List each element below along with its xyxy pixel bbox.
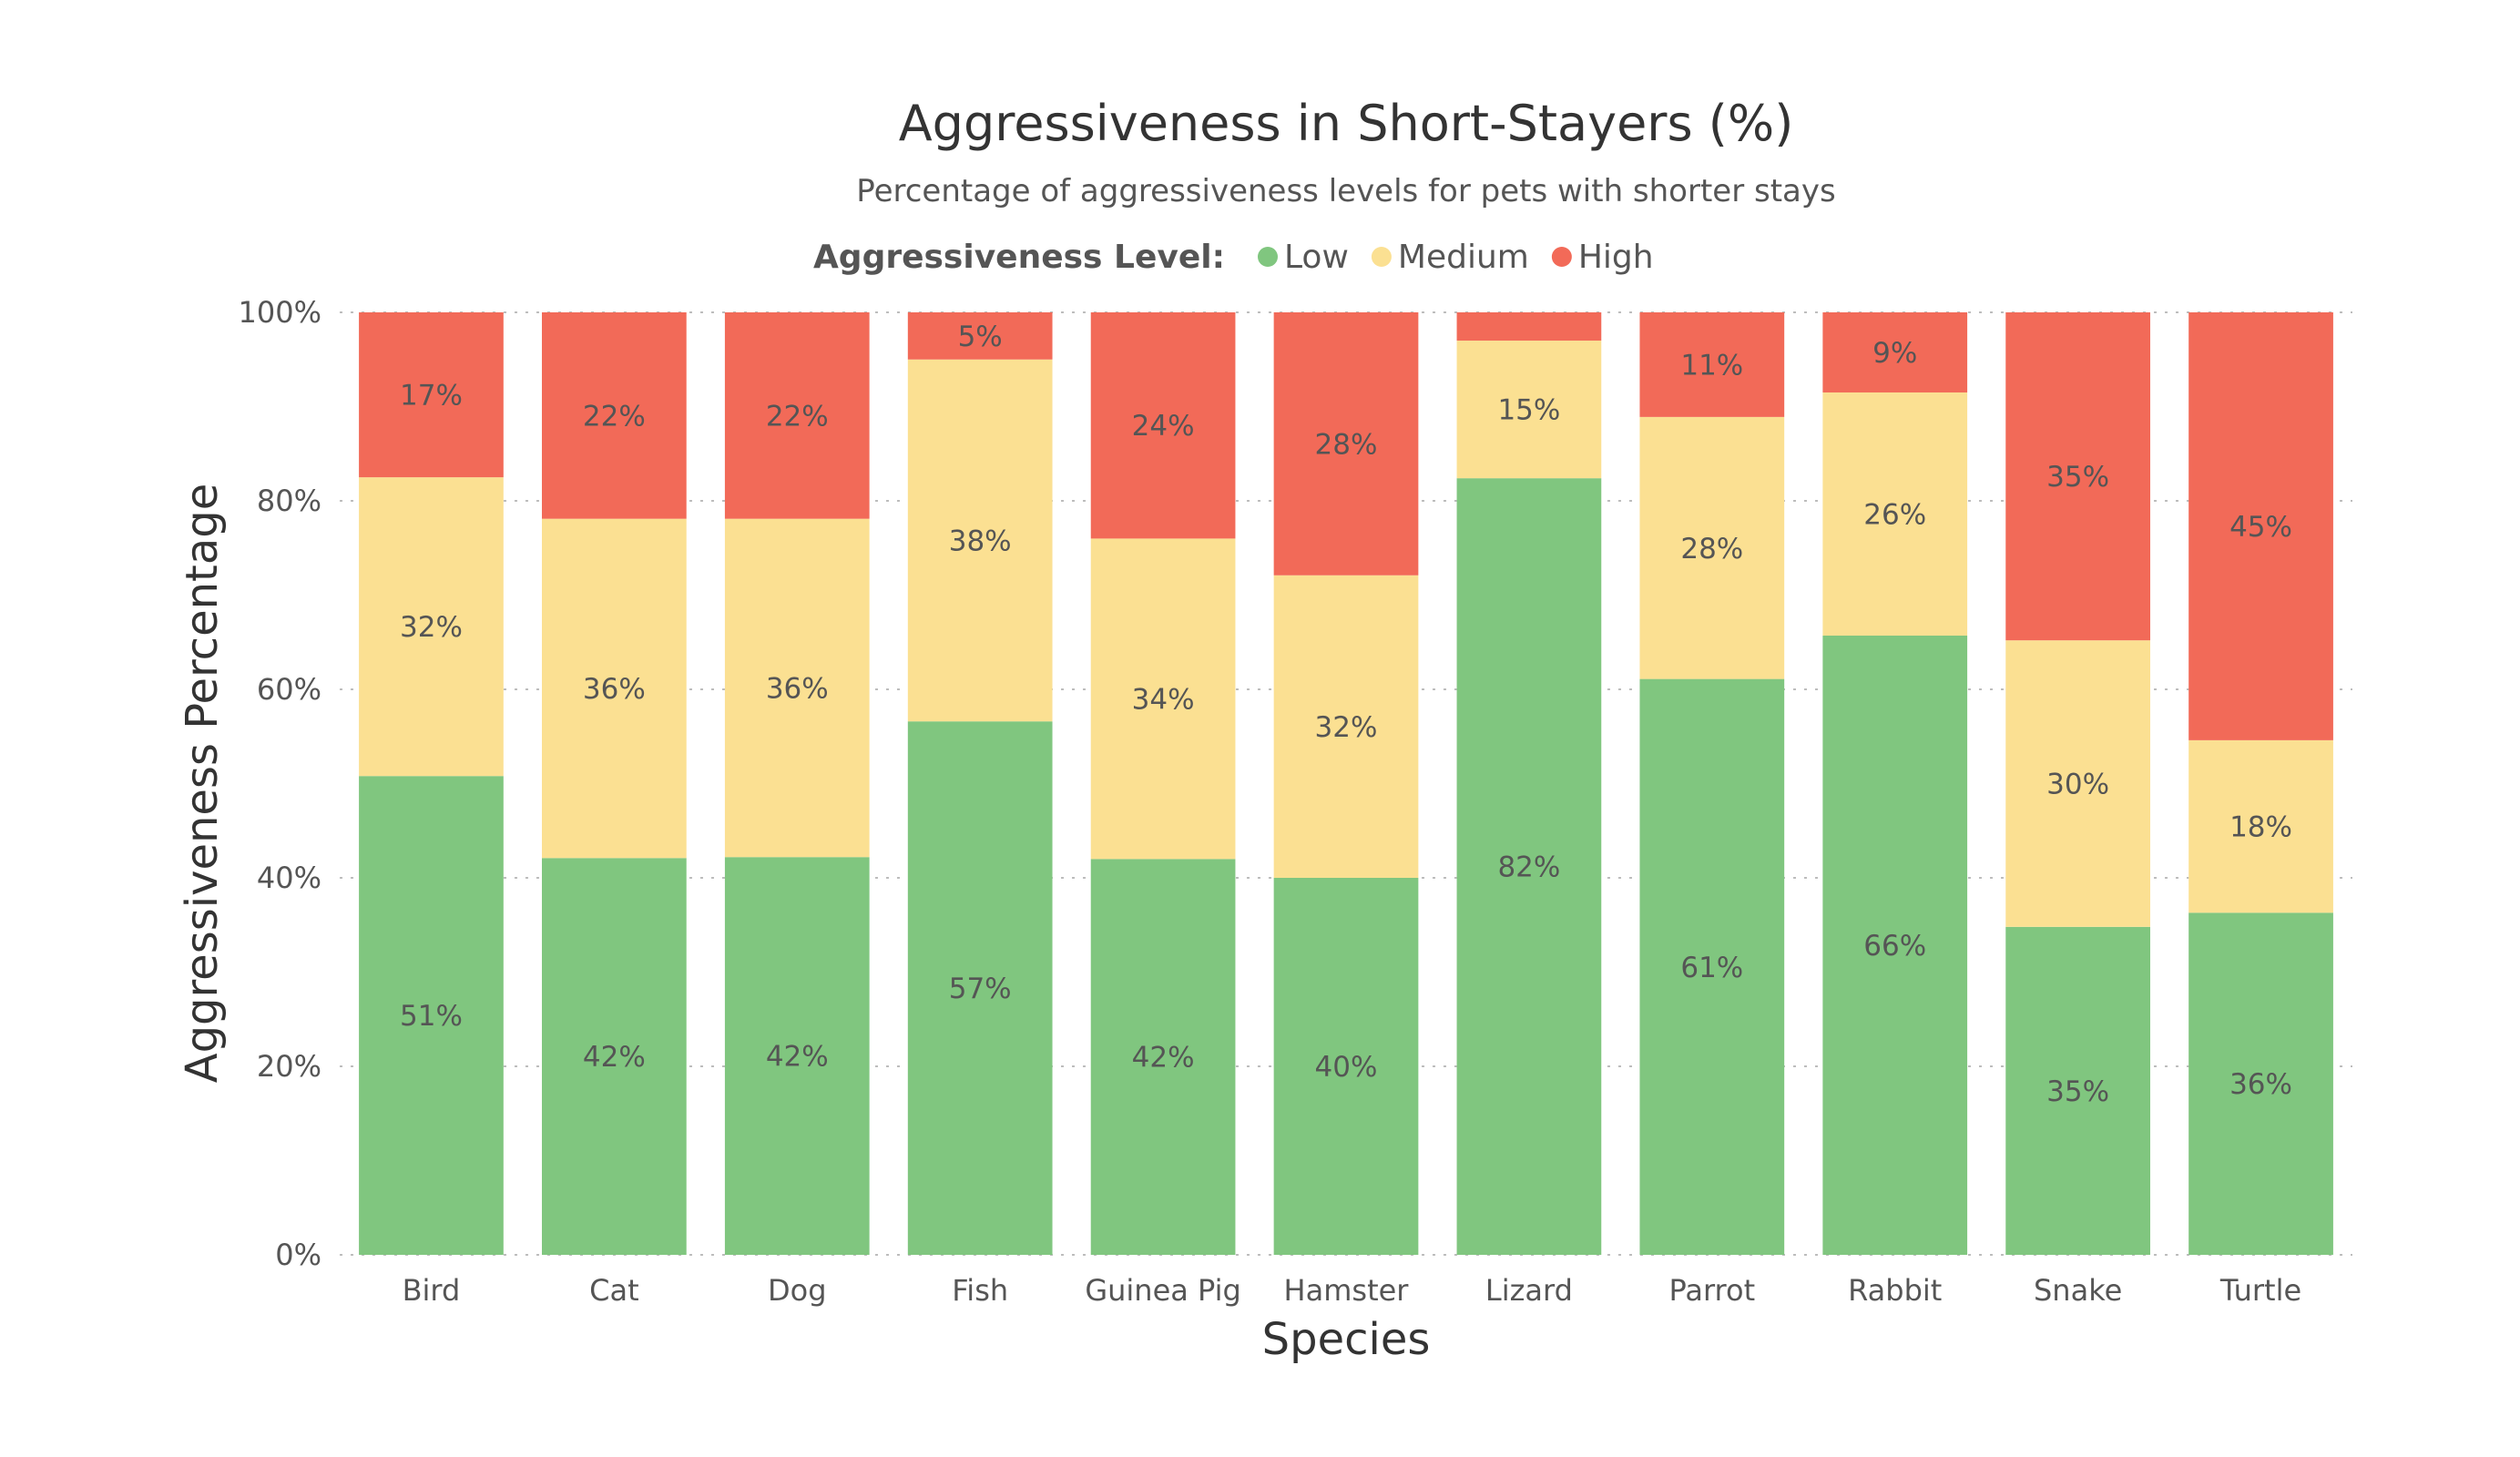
data-label: 51%	[400, 1000, 463, 1033]
bar-segment-medium	[724, 518, 870, 858]
bar-segment-medium	[359, 477, 504, 777]
data-label: 57%	[949, 973, 1012, 1005]
legend-marker-low	[1258, 247, 1278, 267]
data-label: 34%	[1132, 683, 1195, 716]
data-label: 42%	[1132, 1042, 1195, 1075]
data-label: 30%	[2046, 769, 2109, 801]
bar-segment-high	[907, 312, 1053, 360]
data-label: 22%	[766, 400, 829, 433]
y-tick-label: 20%	[257, 1049, 321, 1084]
bar-segment-low	[724, 857, 870, 1255]
bar-segment-high	[1456, 312, 1602, 341]
bar-segment-high	[1639, 312, 1785, 417]
data-label: 82%	[1497, 851, 1560, 884]
bar-segment-high	[724, 312, 870, 519]
bar-segment-low	[2005, 926, 2150, 1255]
legend-title: Aggressiveness Level:	[813, 239, 1225, 276]
data-label: 32%	[1315, 711, 1378, 744]
data-label: 18%	[2229, 811, 2292, 844]
legend-marker-high	[1551, 247, 1572, 267]
bar-segment-medium	[1822, 392, 1968, 637]
data-label: 40%	[1315, 1051, 1378, 1084]
bar-segment-low	[542, 858, 687, 1255]
bar-segment-low	[1639, 678, 1785, 1255]
data-label: 61%	[1680, 952, 1743, 984]
bar-segment-low	[1822, 636, 1968, 1255]
bar-segment-high	[359, 312, 504, 478]
legend-label: Low	[1284, 239, 1349, 276]
data-label: 5%	[958, 321, 1003, 353]
y-tick-label: 100%	[239, 295, 321, 330]
data-label: 26%	[1863, 498, 1926, 531]
y-tick-label: 0%	[275, 1238, 321, 1272]
x-tick-label: Guinea Pig	[1085, 1273, 1241, 1308]
data-label: 15%	[1497, 394, 1560, 427]
bar-segment-high	[1822, 312, 1968, 392]
x-axis-title: Species	[1262, 1314, 1431, 1365]
x-tick-label: Snake	[2034, 1273, 2122, 1308]
data-label: 11%	[1680, 349, 1743, 382]
legend-label: High	[1578, 239, 1654, 276]
y-tick-label: 60%	[257, 672, 321, 707]
bar-segment-medium	[1090, 538, 1236, 860]
data-label: 24%	[1132, 410, 1195, 443]
bars: 51% 32% 17% 42% 36% 22% 42% 36% 22% 57% 38% 5% 42% 34…	[359, 312, 2333, 1255]
y-tick-label: 40%	[257, 861, 321, 895]
bar-segment-low	[907, 721, 1053, 1255]
bar-segment-medium	[2188, 739, 2333, 913]
bar-segment-low	[359, 776, 504, 1255]
bar-segment-low	[1090, 859, 1236, 1255]
data-label: 45%	[2229, 511, 2292, 544]
bar-segment-medium	[2005, 640, 2150, 927]
x-tick-label: Lizard	[1485, 1273, 1573, 1308]
data-label: 36%	[766, 672, 829, 705]
x-tick-label: Dog	[768, 1273, 827, 1308]
bar-segment-medium	[1456, 341, 1602, 479]
data-label: 36%	[2229, 1068, 2292, 1101]
legend-label: Medium	[1398, 239, 1529, 276]
bar-segment-low	[1273, 878, 1419, 1255]
bar-segment-medium	[1639, 416, 1785, 679]
data-label: 28%	[1315, 428, 1378, 461]
x-tick-label: Fish	[952, 1273, 1008, 1308]
chart-title: Aggressiveness in Short-Stayers (%)	[899, 95, 1794, 152]
x-axis-ticks: Bird Cat Dog Fish Guinea Pig Hamster Lizard Par…	[403, 1273, 2302, 1308]
data-label: 28%	[1680, 533, 1743, 565]
data-label: 9%	[1872, 337, 1917, 370]
data-label: 17%	[400, 380, 463, 413]
legend: Aggressiveness Level: Low Medium High	[813, 239, 1654, 276]
bar-segment-low	[1456, 478, 1602, 1255]
x-tick-label: Hamster	[1284, 1273, 1410, 1308]
bar-segment-high	[1090, 312, 1236, 539]
x-tick-label: Parrot	[1668, 1273, 1755, 1308]
bar-segment-high	[542, 312, 687, 519]
x-tick-label: Cat	[589, 1273, 639, 1308]
data-label: 36%	[583, 673, 646, 706]
x-tick-label: Bird	[403, 1273, 461, 1308]
data-label: 66%	[1863, 930, 1926, 963]
data-label: 35%	[2046, 1075, 2109, 1108]
y-axis-title: Aggressiveness Percentage	[177, 484, 228, 1084]
bar-segment-medium	[907, 359, 1053, 722]
data-label: 22%	[583, 400, 646, 433]
data-label: 38%	[949, 525, 1012, 557]
x-tick-label: Rabbit	[1848, 1273, 1942, 1308]
bar-segment-high	[2188, 312, 2333, 740]
chart-subtitle: Percentage of aggressiveness levels for …	[856, 173, 1835, 209]
x-tick-label: Turtle	[2219, 1273, 2301, 1308]
y-tick-label: 80%	[257, 484, 321, 518]
data-label: 32%	[400, 611, 463, 644]
bar-segment-medium	[542, 518, 687, 859]
bar-segment-low	[2188, 912, 2333, 1255]
data-label: 42%	[583, 1041, 646, 1074]
data-label: 35%	[2046, 461, 2109, 494]
bar-segment-high	[1273, 312, 1419, 576]
bar-segment-high	[2005, 312, 2150, 641]
legend-marker-medium	[1371, 247, 1392, 267]
y-axis-ticks: 0% 20% 40% 60% 80% 100%	[239, 295, 321, 1272]
data-label: 42%	[766, 1041, 829, 1074]
bar-segment-medium	[1273, 575, 1419, 878]
